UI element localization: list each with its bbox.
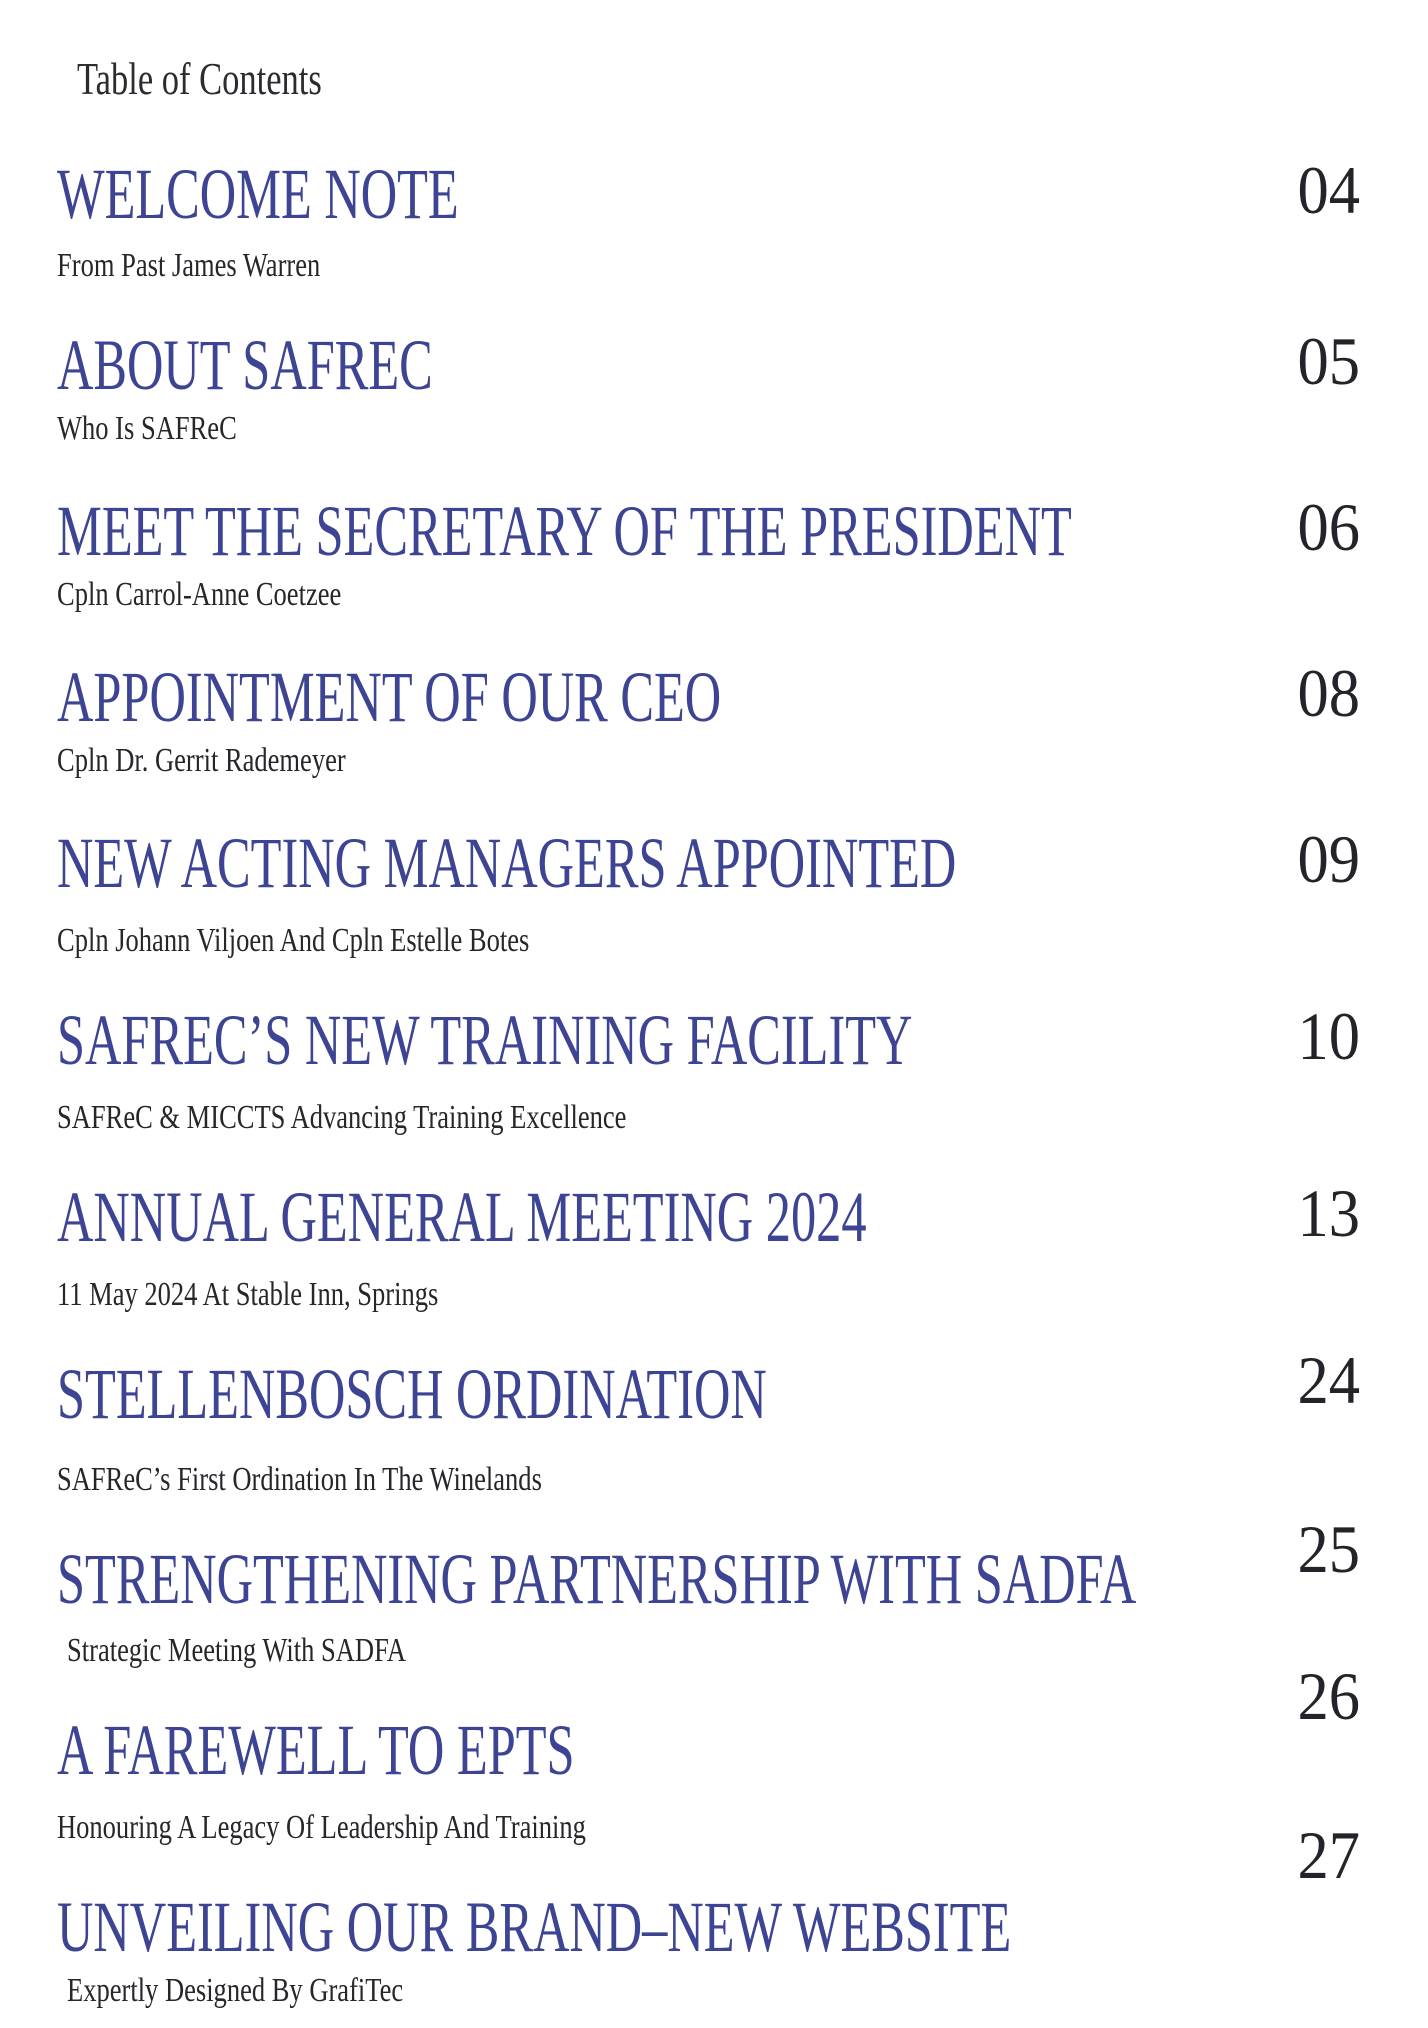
toc-list: WELCOME NOTE From Past James Warren 04 A… — [57, 151, 1360, 2014]
toc-entry-page-number: 04 — [1297, 151, 1360, 228]
page-title: Table of Contents — [77, 53, 322, 104]
toc-entry-text: NEW ACTING MANAGERS APPOINTED Cpln Johan… — [57, 827, 1360, 960]
toc-entry-subtitle: Expertly Designed By GrafiTec — [67, 1972, 404, 2010]
toc-entry-title: ANNUAL GENERAL MEETING 2024 — [57, 1176, 867, 1257]
toc-entry-title: SAFREC’S NEW TRAINING FACILITY — [57, 999, 913, 1080]
toc-entry-subtitle: Cpln Johann Viljoen And Cpln Estelle Bot… — [57, 921, 530, 959]
toc-entry-page-number: 10 — [1297, 997, 1360, 1074]
toc-entry-subtitle: 11 May 2024 At Stable Inn, Springs — [57, 1275, 439, 1313]
toc-entry-title: ABOUT SAFREC — [57, 324, 433, 405]
toc-entry-page-number: 27 — [1297, 1817, 1360, 1894]
toc-entry-text: SAFREC’S NEW TRAINING FACILITY SAFReC & … — [57, 1004, 1360, 1137]
toc-entry-title: UNVEILING OUR BRAND–NEW WEBSITE — [57, 1887, 1012, 1968]
toc-entry-title: NEW ACTING MANAGERS APPOINTED — [57, 822, 957, 903]
toc-entry-about-safrec[interactable]: ABOUT SAFREC Who Is SAFReC 05 — [57, 322, 1360, 451]
toc-entry-text: UNVEILING OUR BRAND–NEW WEBSITE Expertly… — [57, 1891, 1360, 2010]
toc-entry-subtitle: Cpln Carrol-Anne Coetzee — [57, 575, 342, 613]
toc-entry-text: A FAREWELL TO EPTS Honouring A Legacy Of… — [57, 1714, 1360, 1847]
toc-entry-subtitle: Cpln Dr. Gerrit Rademeyer — [57, 741, 346, 779]
toc-entry-text: WELCOME NOTE From Past James Warren — [57, 158, 1360, 285]
toc-entry-title: STRENGTHENING PARTNERSHIP WITH SADFA — [57, 1538, 1137, 1619]
toc-entry-page-number: 08 — [1297, 654, 1360, 731]
toc-entry-annual-general-meeting[interactable]: ANNUAL GENERAL MEETING 2024 11 May 2024 … — [57, 1174, 1360, 1314]
toc-entry-text: STRENGTHENING PARTNERSHIP WITH SADFA Str… — [57, 1543, 1360, 1670]
toc-entry-welcome-note[interactable]: WELCOME NOTE From Past James Warren 04 — [57, 151, 1360, 285]
toc-entry-page-number: 06 — [1297, 488, 1360, 565]
toc-entry-new-acting-managers[interactable]: NEW ACTING MANAGERS APPOINTED Cpln Johan… — [57, 820, 1360, 960]
toc-entry-title: APPOINTMENT OF OUR CEO — [57, 656, 722, 737]
toc-entry-new-training-facility[interactable]: SAFREC’S NEW TRAINING FACILITY SAFReC & … — [57, 997, 1360, 1137]
toc-entry-text: APPOINTMENT OF OUR CEO Cpln Dr. Gerrit R… — [57, 661, 1360, 780]
toc-entry-page-number: 24 — [1297, 1341, 1360, 1418]
toc-entry-title: MEET THE SECRETARY OF THE PRESIDENT — [57, 490, 1072, 571]
toc-entry-stellenbosch-ordination[interactable]: STELLENBOSCH ORDINATION SAFReC’s First O… — [57, 1346, 1360, 1499]
toc-entry-subtitle: SAFReC & MICCTS Advancing Training Excel… — [57, 1098, 627, 1136]
toc-entry-meet-the-secretary[interactable]: MEET THE SECRETARY OF THE PRESIDENT Cpln… — [57, 488, 1360, 617]
toc-entry-subtitle: SAFReC’s First Ordination In The Winelan… — [57, 1460, 542, 1498]
toc-entry-title: WELCOME NOTE — [57, 153, 459, 234]
toc-entry-subtitle: From Past James Warren — [57, 246, 321, 284]
toc-entry-page-number: 09 — [1297, 820, 1360, 897]
toc-entry-farewell-to-epts[interactable]: A FAREWELL TO EPTS Honouring A Legacy Of… — [57, 1662, 1360, 1847]
toc-entry-brand-new-website[interactable]: UNVEILING OUR BRAND–NEW WEBSITE Expertly… — [57, 1821, 1360, 2013]
toc-entry-page-number: 26 — [1297, 1658, 1360, 1735]
toc-entry-appointment-of-ceo[interactable]: APPOINTMENT OF OUR CEO Cpln Dr. Gerrit R… — [57, 654, 1360, 783]
toc-entry-subtitle: Strategic Meeting With SADFA — [67, 1631, 407, 1669]
toc-entry-page-number: 05 — [1297, 322, 1360, 399]
toc-entry-title: STELLENBOSCH ORDINATION — [57, 1353, 767, 1434]
toc-entry-partnership-with-sadfa[interactable]: STRENGTHENING PARTNERSHIP WITH SADFA Str… — [57, 1515, 1360, 1670]
toc-entry-page-number: 13 — [1297, 1174, 1360, 1251]
toc-entry-subtitle: Honouring A Legacy Of Leadership And Tra… — [57, 1809, 586, 1847]
toc-entry-text: STELLENBOSCH ORDINATION SAFReC’s First O… — [57, 1358, 1360, 1499]
toc-entry-subtitle: Who Is SAFReC — [57, 409, 237, 447]
toc-entry-text: ANNUAL GENERAL MEETING 2024 11 May 2024 … — [57, 1181, 1360, 1314]
toc-entry-title: A FAREWELL TO EPTS — [57, 1710, 575, 1791]
toc-entry-text: ABOUT SAFREC Who Is SAFReC — [57, 329, 1360, 448]
toc-entry-text: MEET THE SECRETARY OF THE PRESIDENT Cpln… — [57, 495, 1360, 614]
toc-entry-page-number: 25 — [1297, 1510, 1360, 1587]
